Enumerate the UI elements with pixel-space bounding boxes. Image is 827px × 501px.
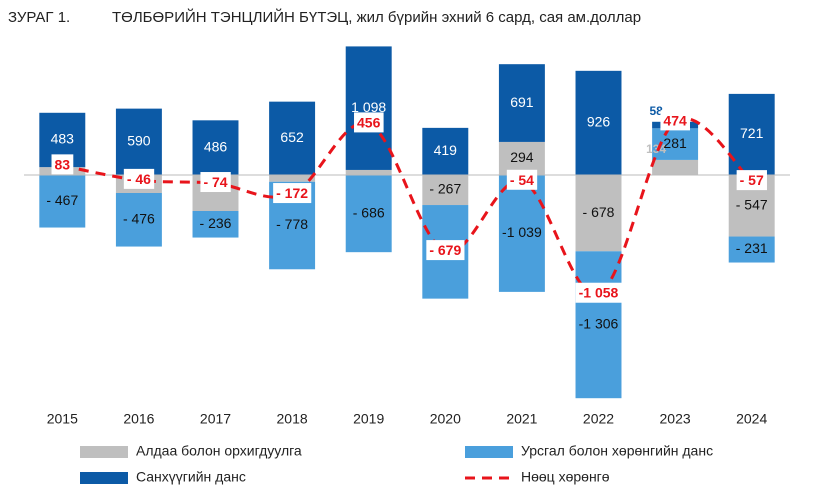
line-label: - 57: [736, 170, 767, 191]
data-label: 1 098: [351, 99, 386, 115]
x-tick-label: 2021: [506, 411, 537, 427]
data-label: - 678: [583, 204, 615, 220]
x-tick-label: 2020: [430, 411, 461, 427]
bar-segment: [269, 101, 316, 175]
bar-segment: [192, 211, 239, 238]
data-label: 474: [663, 112, 687, 128]
line-label: 83: [51, 154, 74, 175]
legend-label: Алдаа болон орхигдуулга: [136, 443, 302, 459]
label-box: [273, 183, 312, 204]
data-label: - 267: [429, 181, 461, 197]
bar-segment: [345, 169, 392, 175]
figure-label: ЗУРАГ 1.: [8, 9, 70, 26]
bar-labels: - 467 483 - 476 590 - 236 486 - 778 652 - 686 1 0…: [46, 94, 768, 332]
data-label: 926: [587, 114, 611, 130]
legend-label: Санхүүгийн данс: [136, 469, 246, 485]
bar-segment: [115, 193, 162, 247]
bar-segment: [345, 46, 392, 170]
x-tick-label: 2017: [200, 411, 231, 427]
data-label: 83: [55, 156, 71, 172]
x-tick-label: 2018: [277, 411, 308, 427]
data-label: - 778: [276, 216, 308, 232]
label-box: [660, 110, 690, 131]
line-label: -1 058: [575, 282, 622, 303]
line-label: 456: [354, 112, 384, 133]
data-label: - 236: [200, 215, 232, 231]
data-label: 281: [663, 135, 687, 151]
data-label: - 231: [736, 240, 768, 256]
line-label: - 46: [123, 168, 155, 189]
label-box: [426, 240, 465, 261]
data-label: 58: [649, 104, 663, 118]
bar-segment: [728, 236, 775, 263]
data-label: 652: [280, 129, 304, 145]
bar-segment: [652, 159, 699, 175]
x-tick-label: 2019: [353, 411, 384, 427]
data-label: - 547: [736, 196, 768, 212]
data-label: - 476: [123, 210, 155, 226]
bar-segment: [498, 141, 545, 175]
label-box: [575, 282, 622, 303]
label-box: [506, 169, 538, 190]
bar-segment: [422, 175, 469, 206]
label-box: [51, 154, 74, 175]
x-tick-label: 2023: [660, 411, 691, 427]
x-tick-label: 2022: [583, 411, 614, 427]
bar-segment: [39, 175, 86, 228]
data-label: 456: [357, 114, 381, 130]
line-label: - 54: [506, 169, 538, 190]
data-label: - 57: [740, 172, 764, 188]
data-label: 486: [204, 138, 228, 154]
legend-swatch: [80, 446, 128, 458]
data-label: 483: [51, 131, 75, 147]
line-label: - 679: [426, 240, 465, 261]
legend-label: Нөөц хөрөнгө: [521, 469, 610, 485]
data-label: 590: [127, 133, 151, 149]
data-label: - 54: [510, 172, 534, 188]
data-label: 419: [434, 142, 458, 158]
data-label: -1 306: [579, 315, 619, 331]
data-label: - 74: [203, 174, 227, 190]
bar-segment: [728, 93, 775, 175]
data-label: - 172: [276, 185, 308, 201]
label-box: [354, 112, 384, 133]
label-box: [123, 168, 155, 189]
bar-segment: [192, 120, 239, 175]
bar-segment: [575, 70, 622, 175]
legend-swatch: [465, 446, 513, 458]
line-label: - 74: [200, 172, 231, 193]
label-box: [200, 172, 231, 193]
data-label: -1 058: [579, 285, 619, 301]
data-label: 721: [740, 125, 764, 141]
data-label: - 679: [429, 242, 461, 258]
bar-segment: [498, 64, 545, 142]
x-tick-label: 2015: [47, 411, 78, 427]
line-label: 474: [660, 110, 690, 131]
x-tick-label: 2024: [736, 411, 767, 427]
bar-segment: [498, 175, 545, 292]
legend-swatch: [80, 472, 128, 484]
bar-segment: [269, 175, 316, 182]
data-label: 691: [510, 94, 534, 110]
bar-segment: [575, 175, 622, 252]
bar-segment: [422, 127, 469, 175]
data-label: -1 039: [502, 224, 542, 240]
line-label: - 172: [273, 183, 312, 204]
data-label: - 467: [46, 192, 78, 208]
data-label: - 686: [353, 204, 385, 220]
legend-label: Урсгал болон хөрөнгийн данс: [521, 443, 713, 459]
x-tick-label: 2016: [123, 411, 154, 427]
bar-segment: [345, 175, 392, 253]
bar-segment: [115, 108, 162, 175]
data-label: - 46: [127, 171, 151, 187]
label-box: [736, 170, 767, 191]
chart-title: ТӨЛБӨРИЙН ТЭНЦЛИЙН БҮТЭЦ, жил бүрийн эхн…: [112, 8, 641, 26]
data-label: 294: [510, 149, 534, 165]
